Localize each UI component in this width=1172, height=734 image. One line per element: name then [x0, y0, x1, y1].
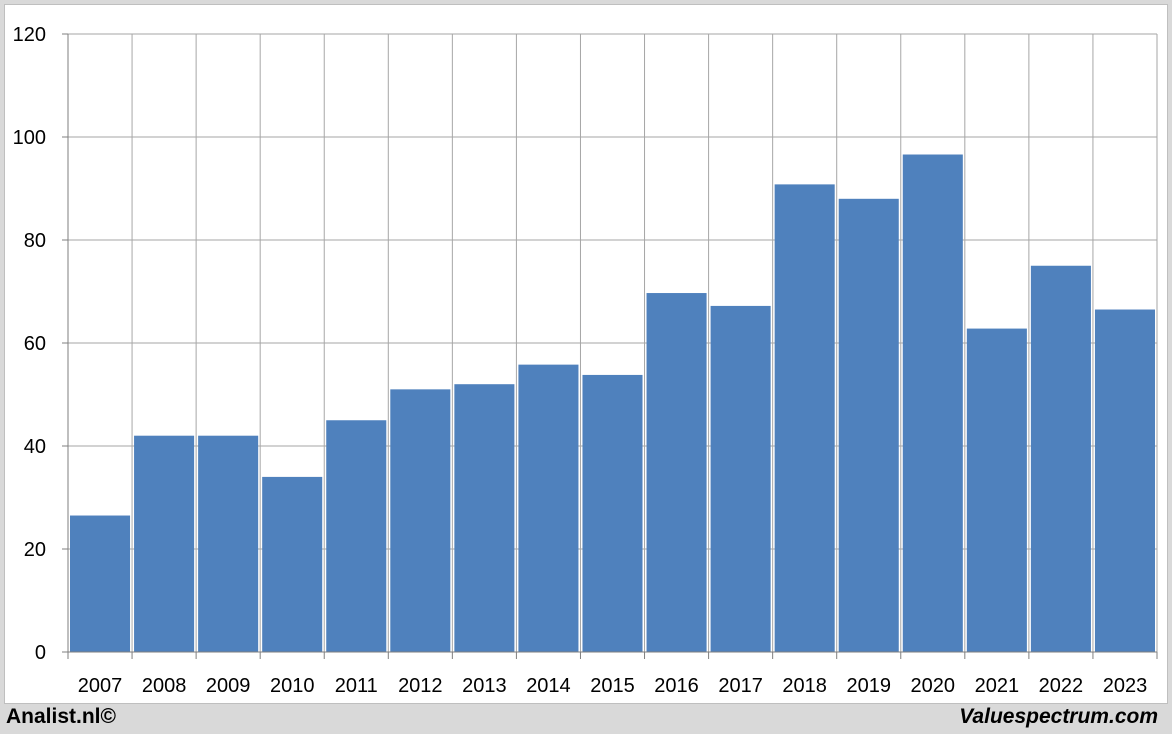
y-tick-label: 40	[24, 436, 46, 458]
bar-2021	[966, 328, 1027, 652]
x-tick-label: 2020	[911, 675, 956, 697]
bar-2011	[326, 420, 387, 652]
x-tick-label: 2017	[718, 675, 763, 697]
x-tick-label: 2014	[526, 675, 571, 697]
axes	[62, 33, 1158, 659]
x-tick-label: 2018	[782, 675, 827, 697]
x-tick-label: 2010	[270, 675, 315, 697]
bars	[70, 154, 1155, 653]
bar-2016	[646, 293, 707, 652]
x-tick-label: 2008	[142, 675, 187, 697]
x-tick-label: 2009	[206, 675, 251, 697]
bar-2007	[70, 515, 131, 652]
y-tick-label: 120	[13, 24, 46, 46]
bar-2009	[198, 435, 259, 652]
bar-2010	[262, 476, 323, 652]
bar-2023	[1094, 309, 1155, 652]
y-tick-label: 0	[35, 642, 46, 664]
footer-left-brand: Analist.nl©	[6, 705, 116, 728]
bar-2019	[838, 198, 899, 653]
x-tick-label: 2012	[398, 675, 443, 697]
bar-2014	[518, 364, 579, 652]
y-tick-labels: 0 20 40 60 80 100 120	[13, 24, 46, 664]
y-tick-label: 80	[24, 230, 46, 252]
x-tick-label: 2022	[1039, 675, 1084, 697]
x-tick-label: 2021	[975, 675, 1020, 697]
y-tick-label: 60	[24, 333, 46, 355]
footer-right-brand: Valuespectrum.com	[959, 705, 1158, 728]
y-tick-label: 20	[24, 539, 46, 561]
x-tick-label: 2015	[590, 675, 635, 697]
bar-2018	[774, 184, 835, 652]
y-tick-label: 100	[13, 127, 46, 149]
x-tick-labels: 2007 2008 2009 2010 2011 2012 2013 2014 2015 2016…	[78, 675, 1147, 697]
bar-2017	[710, 305, 771, 652]
bar-2015	[582, 374, 643, 652]
x-tick-label: 2007	[78, 675, 123, 697]
bar-2008	[134, 435, 195, 652]
bar-2012	[390, 389, 451, 652]
bar-2013	[454, 384, 515, 652]
bar-2022	[1030, 265, 1091, 652]
x-tick-label: 2013	[462, 675, 507, 697]
x-tick-label: 2023	[1103, 675, 1148, 697]
bar-2020	[902, 154, 963, 652]
x-tick-label: 2011	[335, 675, 378, 697]
x-tick-label: 2016	[654, 675, 699, 697]
x-tick-label: 2019	[846, 675, 891, 697]
